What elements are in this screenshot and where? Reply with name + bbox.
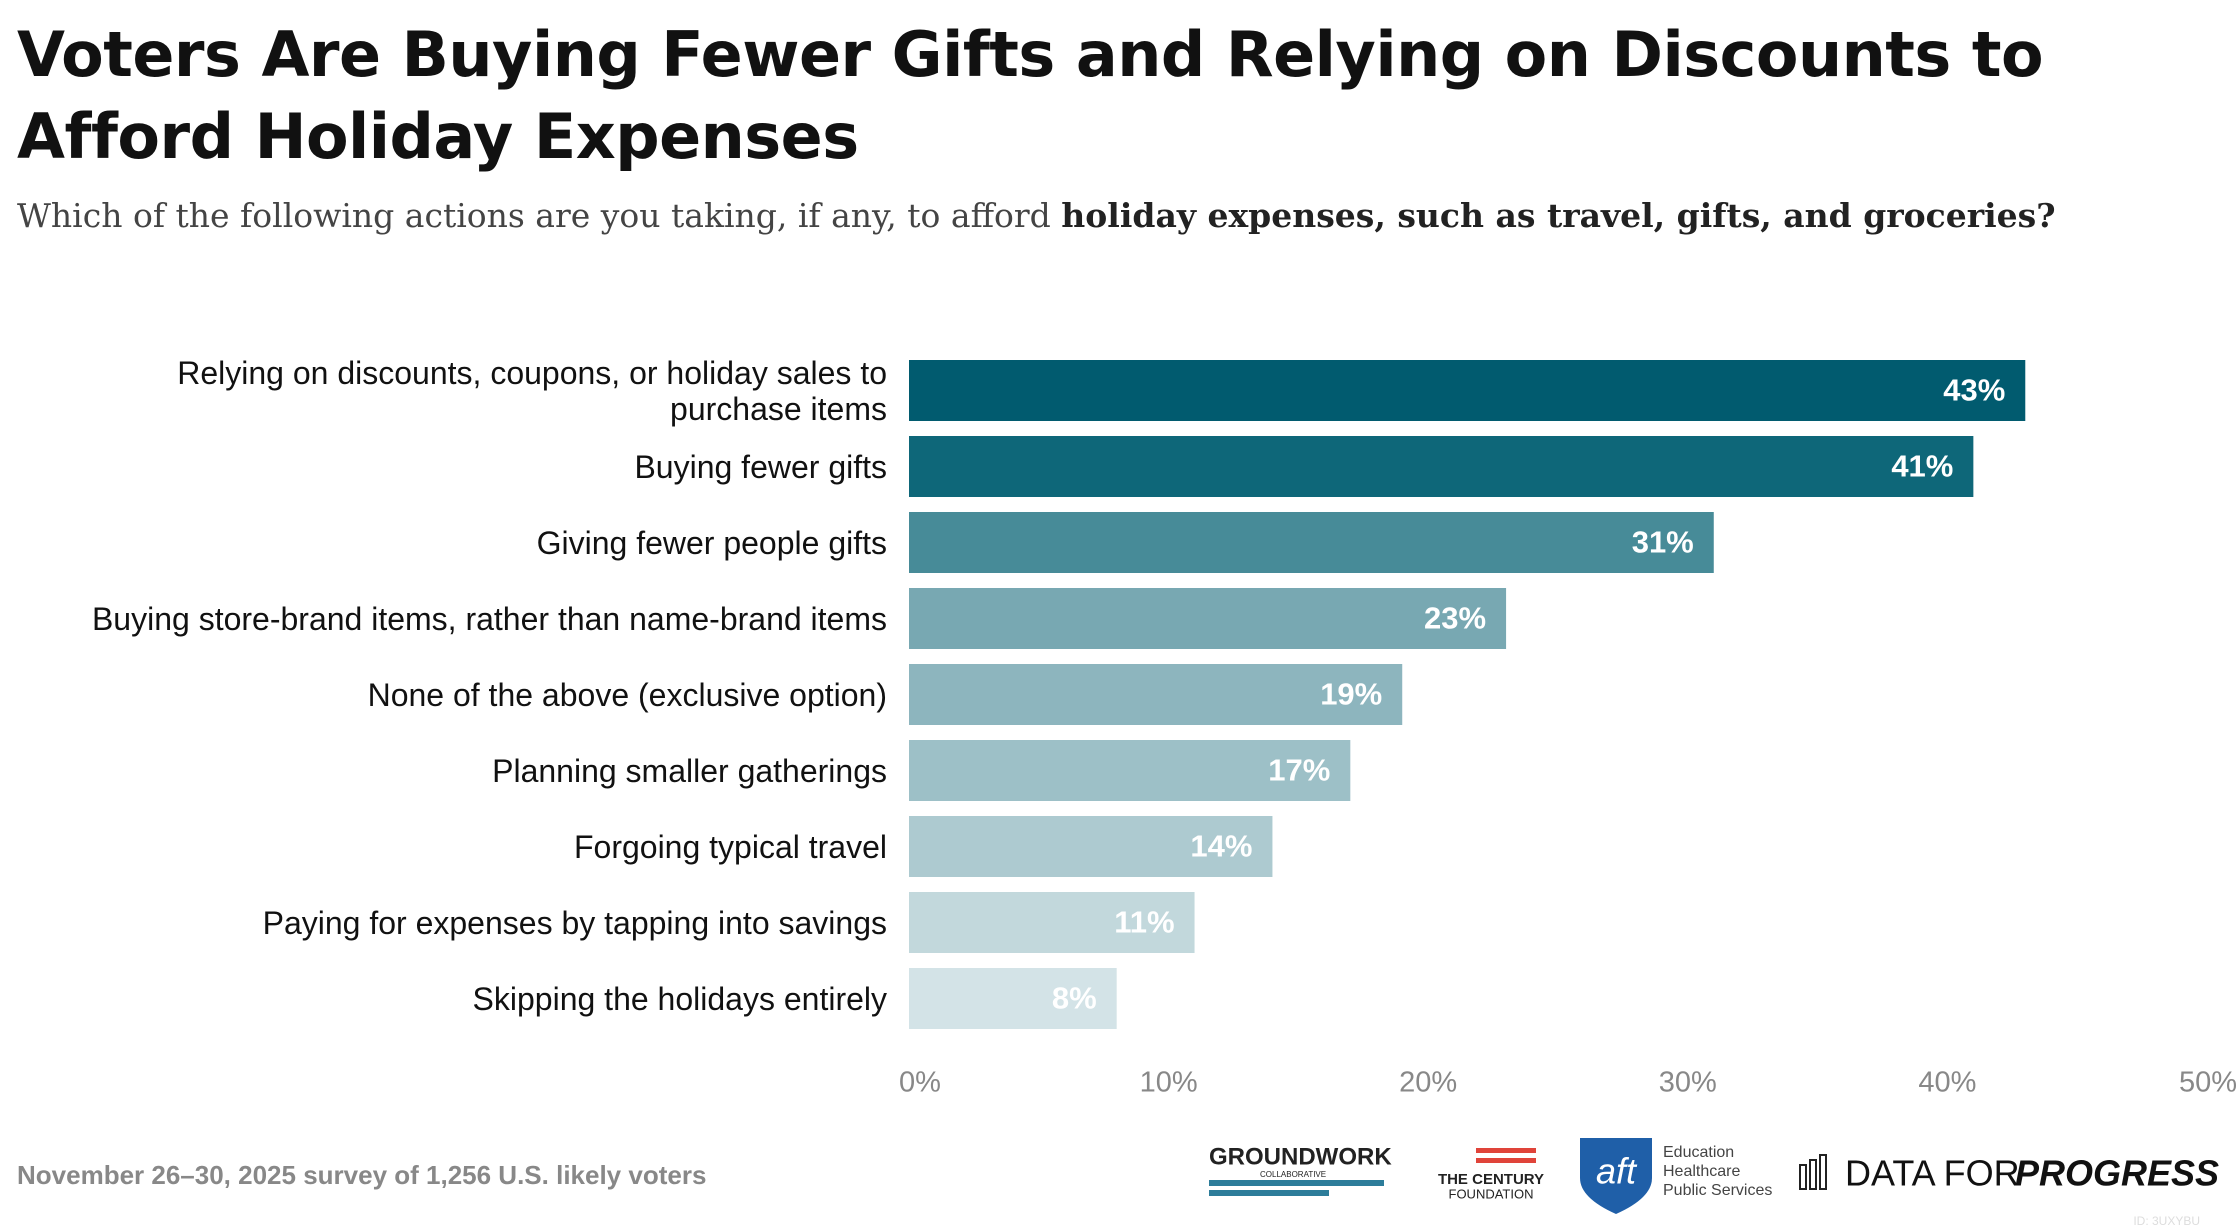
category-label: Buying fewer gifts: [634, 448, 887, 485]
subtitle: Which of the following actions are you t…: [17, 196, 2056, 235]
x-tick-label: 30%: [1659, 1067, 1717, 1099]
category-label: Relying on discounts, coupons, or holida…: [177, 354, 887, 427]
logo-shape: [1209, 1180, 1384, 1186]
bar: [909, 664, 1403, 725]
value-label: 8%: [1052, 981, 1097, 1016]
x-tick-label: 0%: [899, 1067, 941, 1099]
value-label: 31%: [1632, 525, 1694, 560]
logo-shape: [1799, 1164, 1807, 1190]
logo-shape: [1476, 1158, 1536, 1163]
logo-shape: [1209, 1190, 1329, 1196]
value-label: 23%: [1424, 601, 1486, 636]
logo-text: DATA FOR: [1845, 1153, 2020, 1194]
bar: [909, 512, 1714, 573]
logo-text: Education: [1663, 1144, 1734, 1161]
x-tick-label: 10%: [1140, 1067, 1198, 1099]
bar: [909, 816, 1273, 877]
category-label: Paying for expenses by tapping into savi…: [262, 904, 887, 941]
value-label: 43%: [1943, 373, 2005, 408]
logo-text: GROUNDWORK: [1209, 1143, 1392, 1170]
logo-text: Healthcare: [1663, 1163, 1740, 1180]
x-tick-label: 50%: [2179, 1067, 2237, 1099]
bar: [909, 588, 1507, 649]
logo-shape: [1809, 1159, 1817, 1190]
footer-note: November 26–30, 2025 survey of 1,256 U.S…: [17, 1160, 707, 1190]
logo-text: Public Services: [1663, 1182, 1772, 1199]
x-tick-label: 20%: [1399, 1067, 1457, 1099]
logo-text: COLLABORATIVE: [1260, 1170, 1326, 1179]
logo-shape: [1819, 1154, 1827, 1190]
logo-shape: [1580, 1138, 1652, 1214]
category-label: Giving fewer people gifts: [536, 524, 887, 561]
category-label: Planning smaller gatherings: [492, 752, 887, 789]
value-label: 19%: [1320, 677, 1382, 712]
logo-text: THE CENTURY: [1438, 1171, 1544, 1188]
value-label: 11%: [1114, 905, 1174, 940]
logo-text: FOUNDATION: [1449, 1186, 1534, 1201]
subtitle-bold: holiday expenses, such as travel, gifts,…: [1061, 196, 2056, 235]
bar: [909, 360, 2026, 421]
bar: [909, 892, 1195, 953]
value-label: 41%: [1891, 449, 1953, 484]
logos: GROUNDWORK COLLABORATIVE THE CENTURY FOU…: [1209, 1138, 2219, 1228]
bar: [909, 968, 1117, 1029]
bar: [909, 436, 1974, 497]
category-label: None of the above (exclusive option): [367, 676, 887, 713]
x-tick-label: 40%: [1918, 1067, 1976, 1099]
value-label: 14%: [1190, 829, 1252, 864]
logo-shape: [1476, 1148, 1536, 1153]
category-label: Skipping the holidays entirely: [472, 980, 887, 1017]
chart-title: Voters Are Buying Fewer Gifts and Relyin…: [17, 18, 2044, 173]
subtitle-text: Which of the following actions are you t…: [17, 196, 1062, 235]
watermark: ID: 3UXYBU: [2133, 1214, 2200, 1228]
logo-text: PROGRESS: [2015, 1153, 2219, 1194]
value-label: 17%: [1268, 753, 1330, 788]
logo-text: aft: [1596, 1151, 1638, 1192]
bar: [909, 740, 1351, 801]
category-label: Buying store-brand items, rather than na…: [91, 600, 887, 637]
category-label: Forgoing typical travel: [573, 828, 887, 865]
